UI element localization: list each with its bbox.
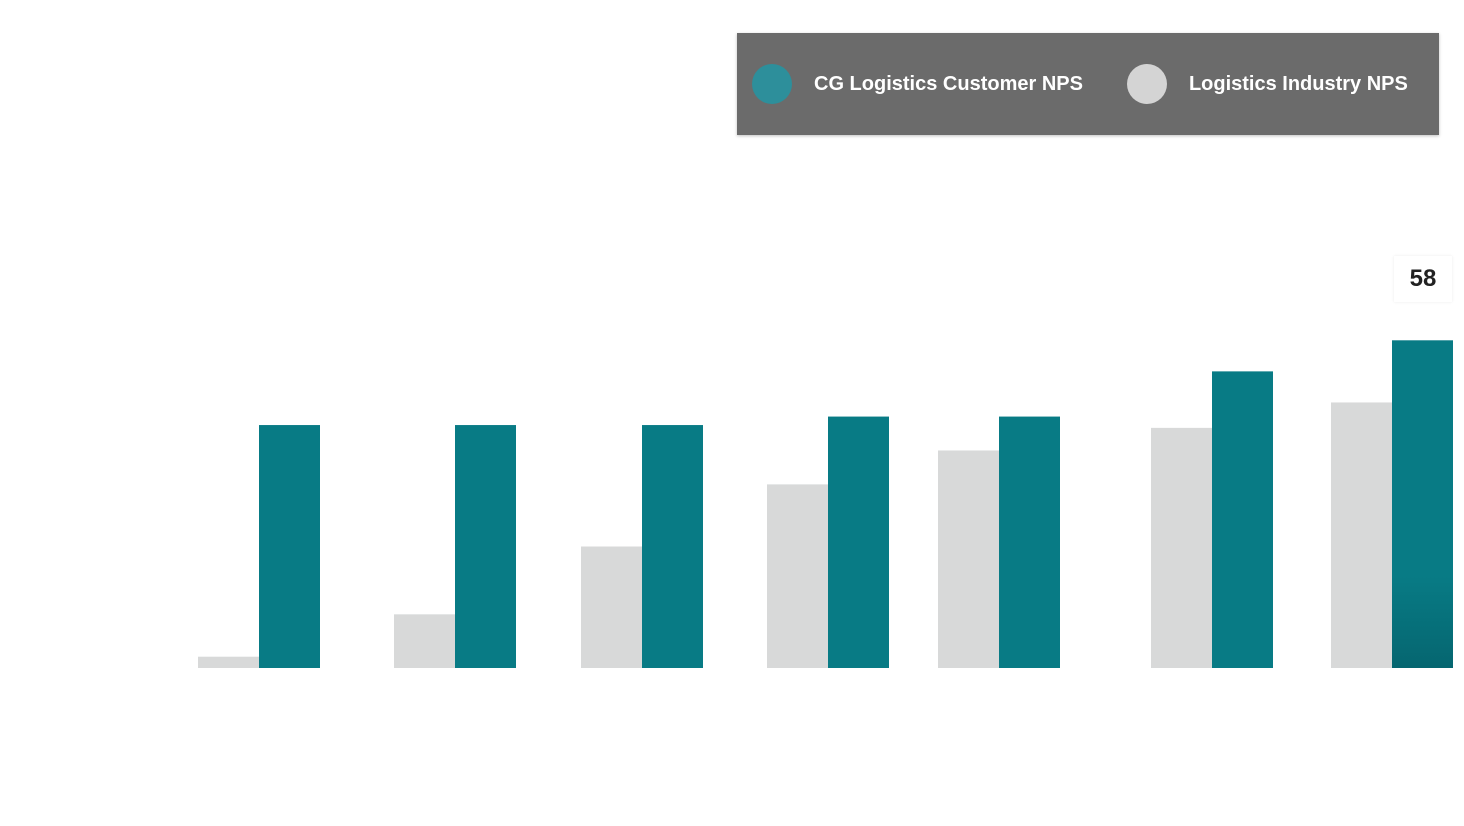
bar-industry-4 (767, 484, 828, 668)
bar-cg-2 (455, 425, 516, 668)
bar-industry-1 (198, 656, 259, 668)
bar-industry-6 (1151, 427, 1212, 668)
legend-label-cg-logistics: CG Logistics Customer NPS (814, 72, 1083, 95)
bar-cg-5 (999, 416, 1060, 668)
legend-item-logistics-industry-nps[interactable]: Logistics Industry NPS (1126, 64, 1408, 104)
data-label-cg-last: 58 (1394, 256, 1452, 302)
bar-group (198, 340, 1453, 668)
legend-swatch-cg-logistics (752, 64, 792, 104)
bar-industry-7 (1331, 402, 1392, 668)
bar-cg-4 (828, 416, 889, 668)
bar-industry-2 (394, 614, 455, 668)
bar-industry-5 (938, 450, 999, 668)
bar-cg-6 (1212, 371, 1273, 668)
bar-cg-3 (642, 425, 703, 668)
legend-item-cg-logistics-customer-nps[interactable]: CG Logistics Customer NPS (752, 64, 1083, 104)
chart-legend: CG Logistics Customer NPS Logistics Indu… (737, 33, 1439, 135)
legend-swatch-industry (1126, 64, 1167, 104)
bar-cg-7 (1392, 340, 1453, 668)
bar-industry-3 (581, 546, 642, 668)
legend-label-industry: Logistics Industry NPS (1188, 72, 1408, 95)
bar-cg-1 (259, 425, 320, 668)
